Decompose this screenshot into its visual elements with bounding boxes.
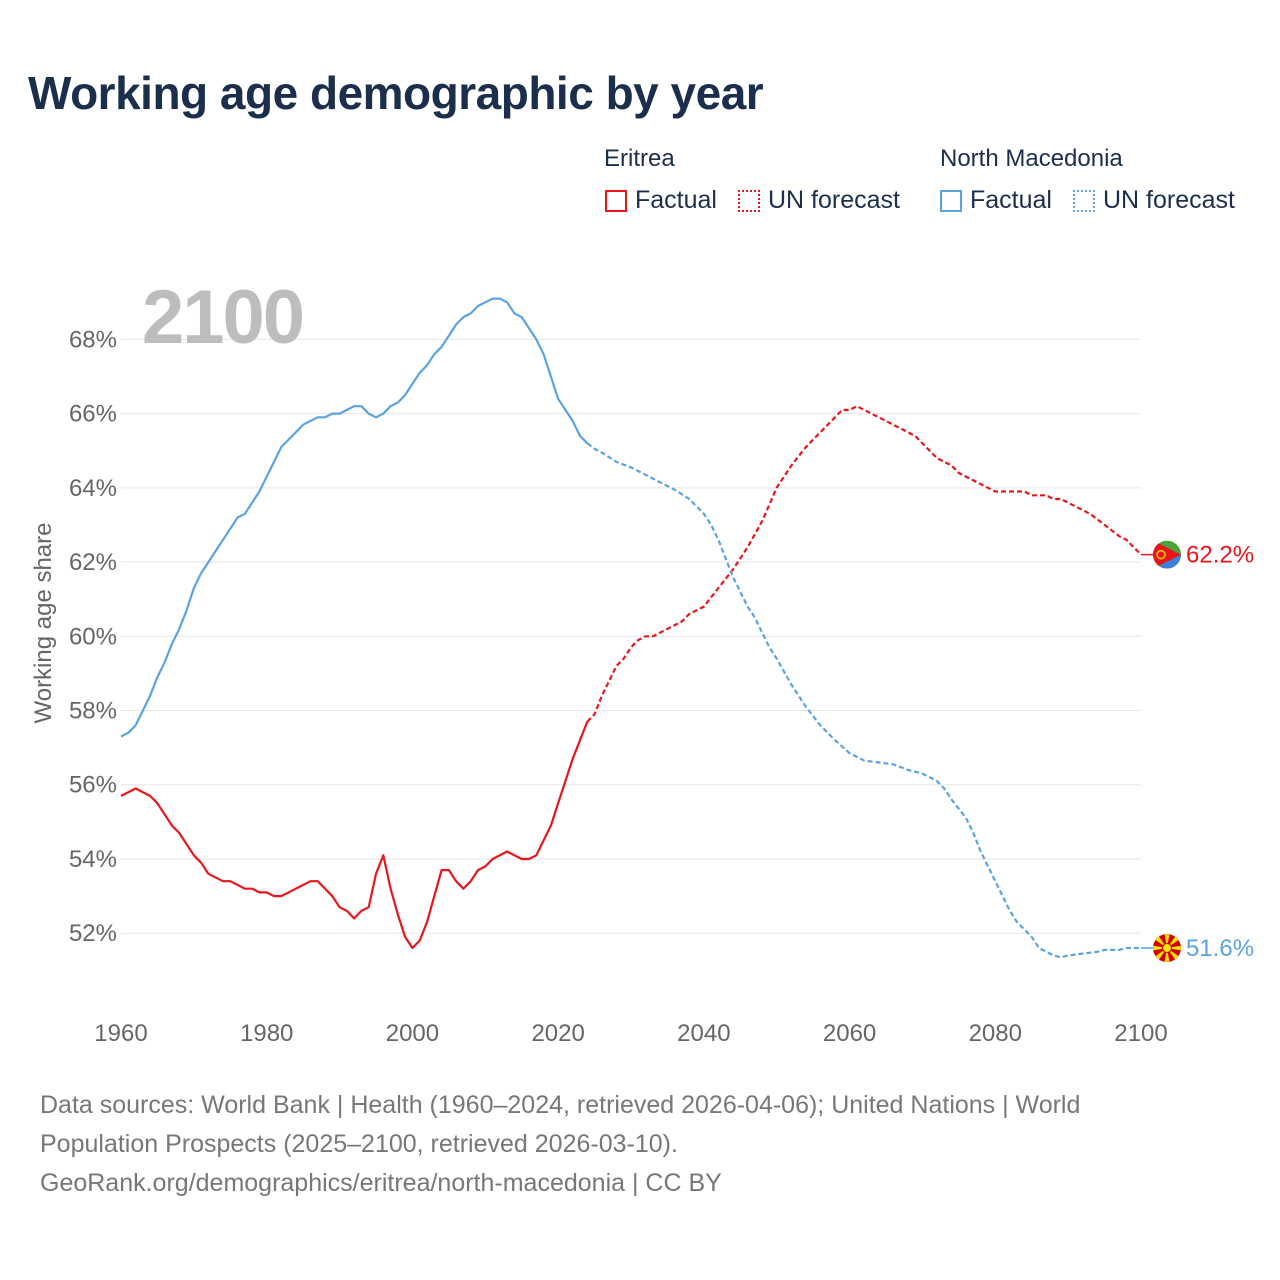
y-tick-label-62: 62% — [69, 549, 117, 576]
x-tick-label-2040: 2040 — [677, 1020, 730, 1047]
eritrea-flag-icon — [1153, 540, 1181, 569]
x-tick-label-2080: 2080 — [969, 1020, 1022, 1047]
eritrea-factual-line[interactable] — [120, 721, 589, 950]
legend-group-north-macedonia: North Macedonia — [940, 145, 1123, 172]
line-chart: 2100 52% 54% 56% 58% 60% 62% 64% 66% 68% 1960 1980… — [30, 275, 1254, 1047]
y-tick-label-52: 52% — [69, 920, 117, 947]
footer-sources-line-2: Population Prospects (2025–2100, retriev… — [40, 1130, 678, 1158]
axis-layer: 52% 54% 56% 58% 60% 62% 64% 66% 68% 1960 1980 2000 2… — [69, 326, 1168, 1047]
x-tick-label-2020: 2020 — [531, 1020, 584, 1047]
marker-layer: 62.2% 51.6% — [1141, 540, 1254, 963]
x-tick-label-1980: 1980 — [240, 1020, 293, 1047]
eritrea-forecast-line[interactable] — [586, 404, 1142, 723]
y-tick-label-66: 66% — [69, 401, 117, 428]
legend-north-macedonia-forecast[interactable]: UN forecast — [1073, 186, 1235, 215]
north-macedonia-end-label: 51.6% — [1186, 935, 1254, 962]
eritrea-end-label: 62.2% — [1186, 542, 1254, 569]
legend-eritrea-factual-label: Factual — [635, 186, 717, 214]
x-tick-label-2000: 2000 — [386, 1020, 439, 1047]
x-tick-label-2060: 2060 — [823, 1020, 876, 1047]
grid-layer — [121, 338, 1141, 934]
y-tick-label-54: 54% — [69, 846, 117, 873]
legend-north-macedonia-factual-label: Factual — [970, 186, 1052, 214]
footer: Data sources: World Bank | Health (1960–… — [40, 1086, 1240, 1203]
legend-eritrea-forecast[interactable]: UN forecast — [738, 186, 900, 215]
series-layer — [120, 297, 1142, 959]
x-tick-label-2100: 2100 — [1114, 1020, 1167, 1047]
y-tick-label-58: 58% — [69, 698, 117, 725]
y-tick-label-68: 68% — [69, 326, 117, 353]
chart-title: Working age demographic by year — [28, 67, 764, 119]
legend-eritrea-factual[interactable]: Factual — [605, 186, 717, 215]
footer-sources-line-1: Data sources: World Bank | Health (1960–… — [40, 1091, 1081, 1119]
legend-eritrea-factual-swatch — [605, 189, 627, 212]
y-tick-label-56: 56% — [69, 772, 117, 799]
north-macedonia-forecast-line[interactable] — [586, 442, 1141, 959]
north-macedonia-factual-line[interactable] — [120, 297, 589, 738]
x-tick-label-1960: 1960 — [94, 1020, 147, 1047]
year-watermark: 2100 — [142, 275, 303, 360]
north-macedonia-flag-icon — [1153, 934, 1181, 963]
legend-north-macedonia-forecast-swatch — [1073, 189, 1095, 212]
footer-attribution-link[interactable]: GeoRank.org/demographics/eritrea/north-m… — [40, 1169, 722, 1197]
y-axis-label: Working age share — [30, 523, 57, 724]
y-tick-label-64: 64% — [69, 475, 117, 502]
legend-north-macedonia-forecast-label: UN forecast — [1103, 186, 1235, 214]
legend-group-eritrea: Eritrea — [604, 145, 675, 172]
legend-eritrea-forecast-label: UN forecast — [768, 186, 900, 214]
legend-eritrea-forecast-swatch — [738, 189, 760, 212]
y-tick-label-60: 60% — [69, 623, 117, 650]
legend-north-macedonia-factual-swatch — [940, 189, 962, 212]
legend-north-macedonia-factual[interactable]: Factual — [940, 186, 1052, 215]
